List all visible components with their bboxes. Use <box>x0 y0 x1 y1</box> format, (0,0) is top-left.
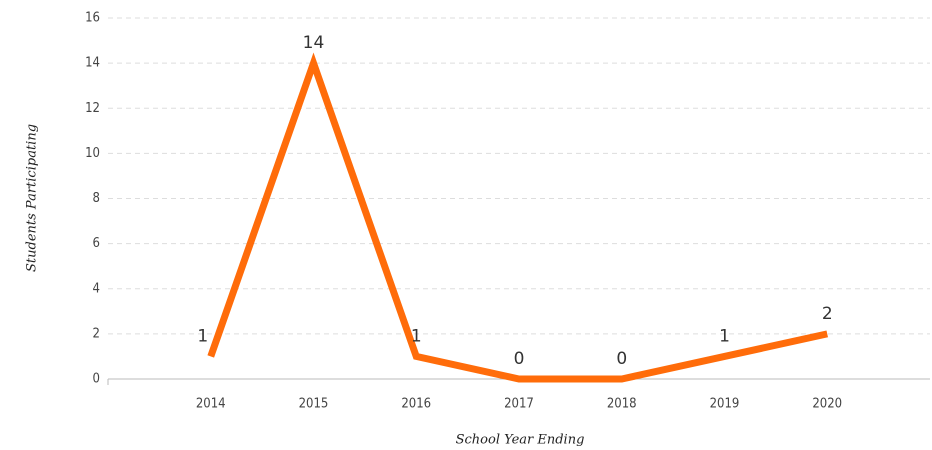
y-tick-label: 16 <box>85 11 100 26</box>
y-tick-label: 14 <box>85 56 100 71</box>
x-tick-label: 2017 <box>504 397 534 412</box>
y-tick-label: 10 <box>85 146 100 161</box>
x-tick-label: 2014 <box>196 397 226 412</box>
y-tick-label: 4 <box>93 281 100 296</box>
data-label: 0 <box>616 349 627 369</box>
y-tick-label: 2 <box>93 326 100 341</box>
x-axis-title: School Year Ending <box>456 433 585 448</box>
data-line <box>207 52 829 383</box>
data-label: 0 <box>514 349 525 369</box>
y-axis-title: Students Participating <box>25 124 40 272</box>
y-tick-label: 8 <box>93 191 100 206</box>
y-tick-label: 0 <box>93 372 100 387</box>
x-tick-label: 2015 <box>299 397 329 412</box>
data-label: 14 <box>303 33 325 53</box>
data-label: 2 <box>822 304 833 324</box>
data-label: 1 <box>411 326 422 346</box>
x-tick-label: 2019 <box>710 397 740 412</box>
y-tick-label: 12 <box>85 101 100 116</box>
x-tick-label: 2018 <box>607 397 637 412</box>
y-tick-label: 6 <box>93 236 100 251</box>
x-tick-label: 2020 <box>812 397 842 412</box>
data-label: 1 <box>719 326 730 346</box>
data-label: 1 <box>197 326 208 346</box>
x-tick-label: 2016 <box>401 397 431 412</box>
